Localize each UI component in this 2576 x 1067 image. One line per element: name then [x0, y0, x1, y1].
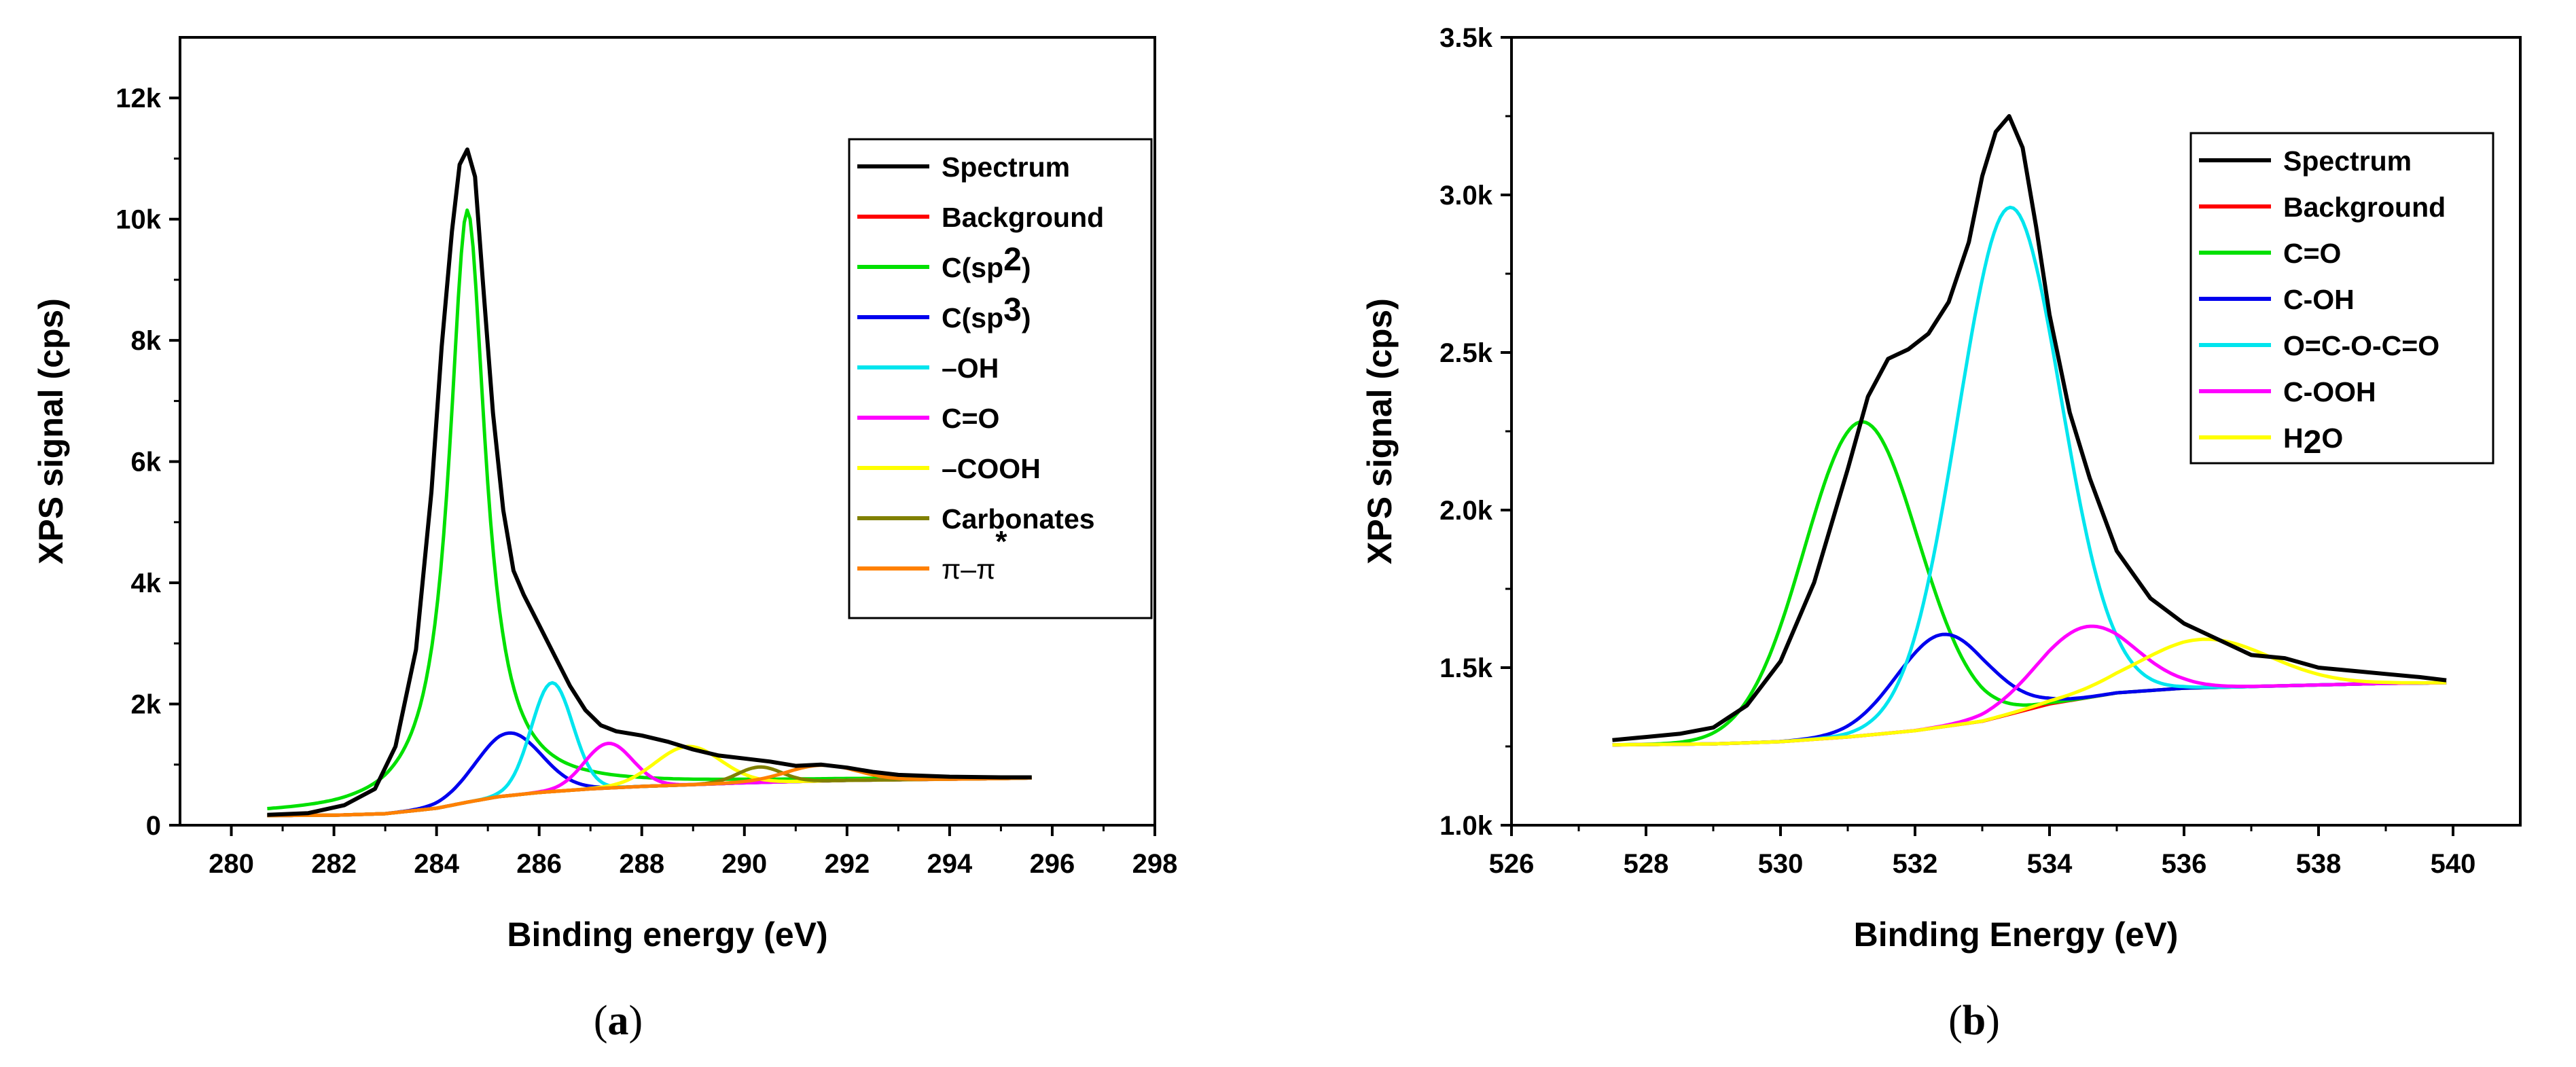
legend-label: C(sp2)	[942, 242, 1031, 283]
y-tick-label: 12k	[115, 84, 161, 113]
x-axis-title: Binding energy (eV)	[507, 916, 827, 954]
x-tick-label: 526	[1489, 849, 1535, 879]
y-tick-label: 1.5k	[1439, 653, 1493, 683]
legend-label: Spectrum	[2283, 145, 2412, 177]
plot-frame	[179, 36, 1156, 827]
legend-label: C-OH	[2283, 284, 2355, 315]
x-tick-label: 290	[721, 849, 767, 879]
y-tick-label: 0	[146, 811, 161, 841]
x-tick-label: 534	[2027, 849, 2073, 879]
series-line-h2o	[1612, 637, 2447, 747]
y-tick-label: 3.0k	[1439, 181, 1493, 211]
legend-label: Background	[942, 202, 1104, 233]
series-line-spectrum	[267, 147, 1032, 817]
series-line-c-oh	[1612, 632, 2447, 747]
y-tick-label: 10k	[115, 205, 161, 235]
y-tick-label: 2.0k	[1439, 496, 1493, 526]
legend-label: –COOH	[942, 453, 1041, 484]
x-tick-label: 528	[1624, 849, 1669, 879]
x-tick-label: 284	[414, 849, 459, 879]
x-tick-label: 280	[209, 849, 254, 879]
legend-label: Background	[2283, 192, 2446, 223]
x-tick-label: 298	[1132, 849, 1178, 879]
legend-label: O=C-O-C=O	[2283, 330, 2439, 361]
y-tick-label: 2k	[131, 690, 162, 720]
y-axis-title: XPS signal (cps)	[32, 298, 70, 564]
x-tick-label: 292	[824, 849, 870, 879]
legend-label: –OH	[942, 352, 999, 384]
series-line--oh	[267, 681, 1032, 818]
panel-a-chart: 280 282 284 286 288 290 292 294 296 298 0 2k 4k 6k 8k 1…	[32, 36, 1178, 1044]
panel-label: (b)	[1948, 998, 2000, 1044]
x-tick-label: 286	[516, 849, 562, 879]
legend-label: Spectrum	[942, 151, 1070, 183]
legend-label: H2O	[2283, 422, 2343, 460]
x-tick-label: 536	[2162, 849, 2207, 879]
y-tick-label: 3.5k	[1439, 23, 1493, 53]
legend-box	[848, 138, 1153, 619]
x-tick-label: 538	[2296, 849, 2342, 879]
x-tick-label: 296	[1030, 849, 1075, 879]
y-axis-title: XPS signal (cps)	[1361, 298, 1399, 564]
series-line--	[267, 763, 1032, 818]
legend-label: Carbonates	[942, 503, 1095, 535]
x-tick-label: 530	[1758, 849, 1804, 879]
series-line-c-ooh	[1612, 624, 2447, 747]
series-line-spectrum	[1612, 114, 2447, 742]
x-tick-label: 294	[927, 849, 973, 879]
y-tick-label: 4k	[131, 568, 162, 598]
x-tick-label: 288	[619, 849, 664, 879]
y-tick-label: 8k	[131, 326, 162, 356]
legend-label: C(sp3)	[942, 292, 1031, 333]
x-axis-title: Binding Energy (eV)	[1854, 916, 2179, 954]
legend-label: C=O	[942, 403, 999, 434]
legend-label: C=O	[2283, 238, 2341, 269]
y-tick-label: 2.5k	[1439, 338, 1493, 368]
x-tick-label: 532	[1893, 849, 1938, 879]
series-line-c-o	[1612, 420, 2447, 747]
series-line-background	[267, 776, 1032, 818]
panel-b-chart: 526 528 530 532 534 536 538 540 1.0k 1.5k 2.0k 2.5k…	[1361, 23, 2522, 1044]
y-tick-label: 1.0k	[1439, 811, 1493, 841]
legend-label: π–π*	[942, 525, 1007, 585]
panel-label: (a)	[594, 998, 643, 1044]
y-tick-label: 6k	[131, 448, 162, 477]
x-tick-label: 540	[2431, 849, 2476, 879]
legend-label: C-OOH	[2283, 376, 2376, 408]
x-tick-label: 282	[311, 849, 357, 879]
